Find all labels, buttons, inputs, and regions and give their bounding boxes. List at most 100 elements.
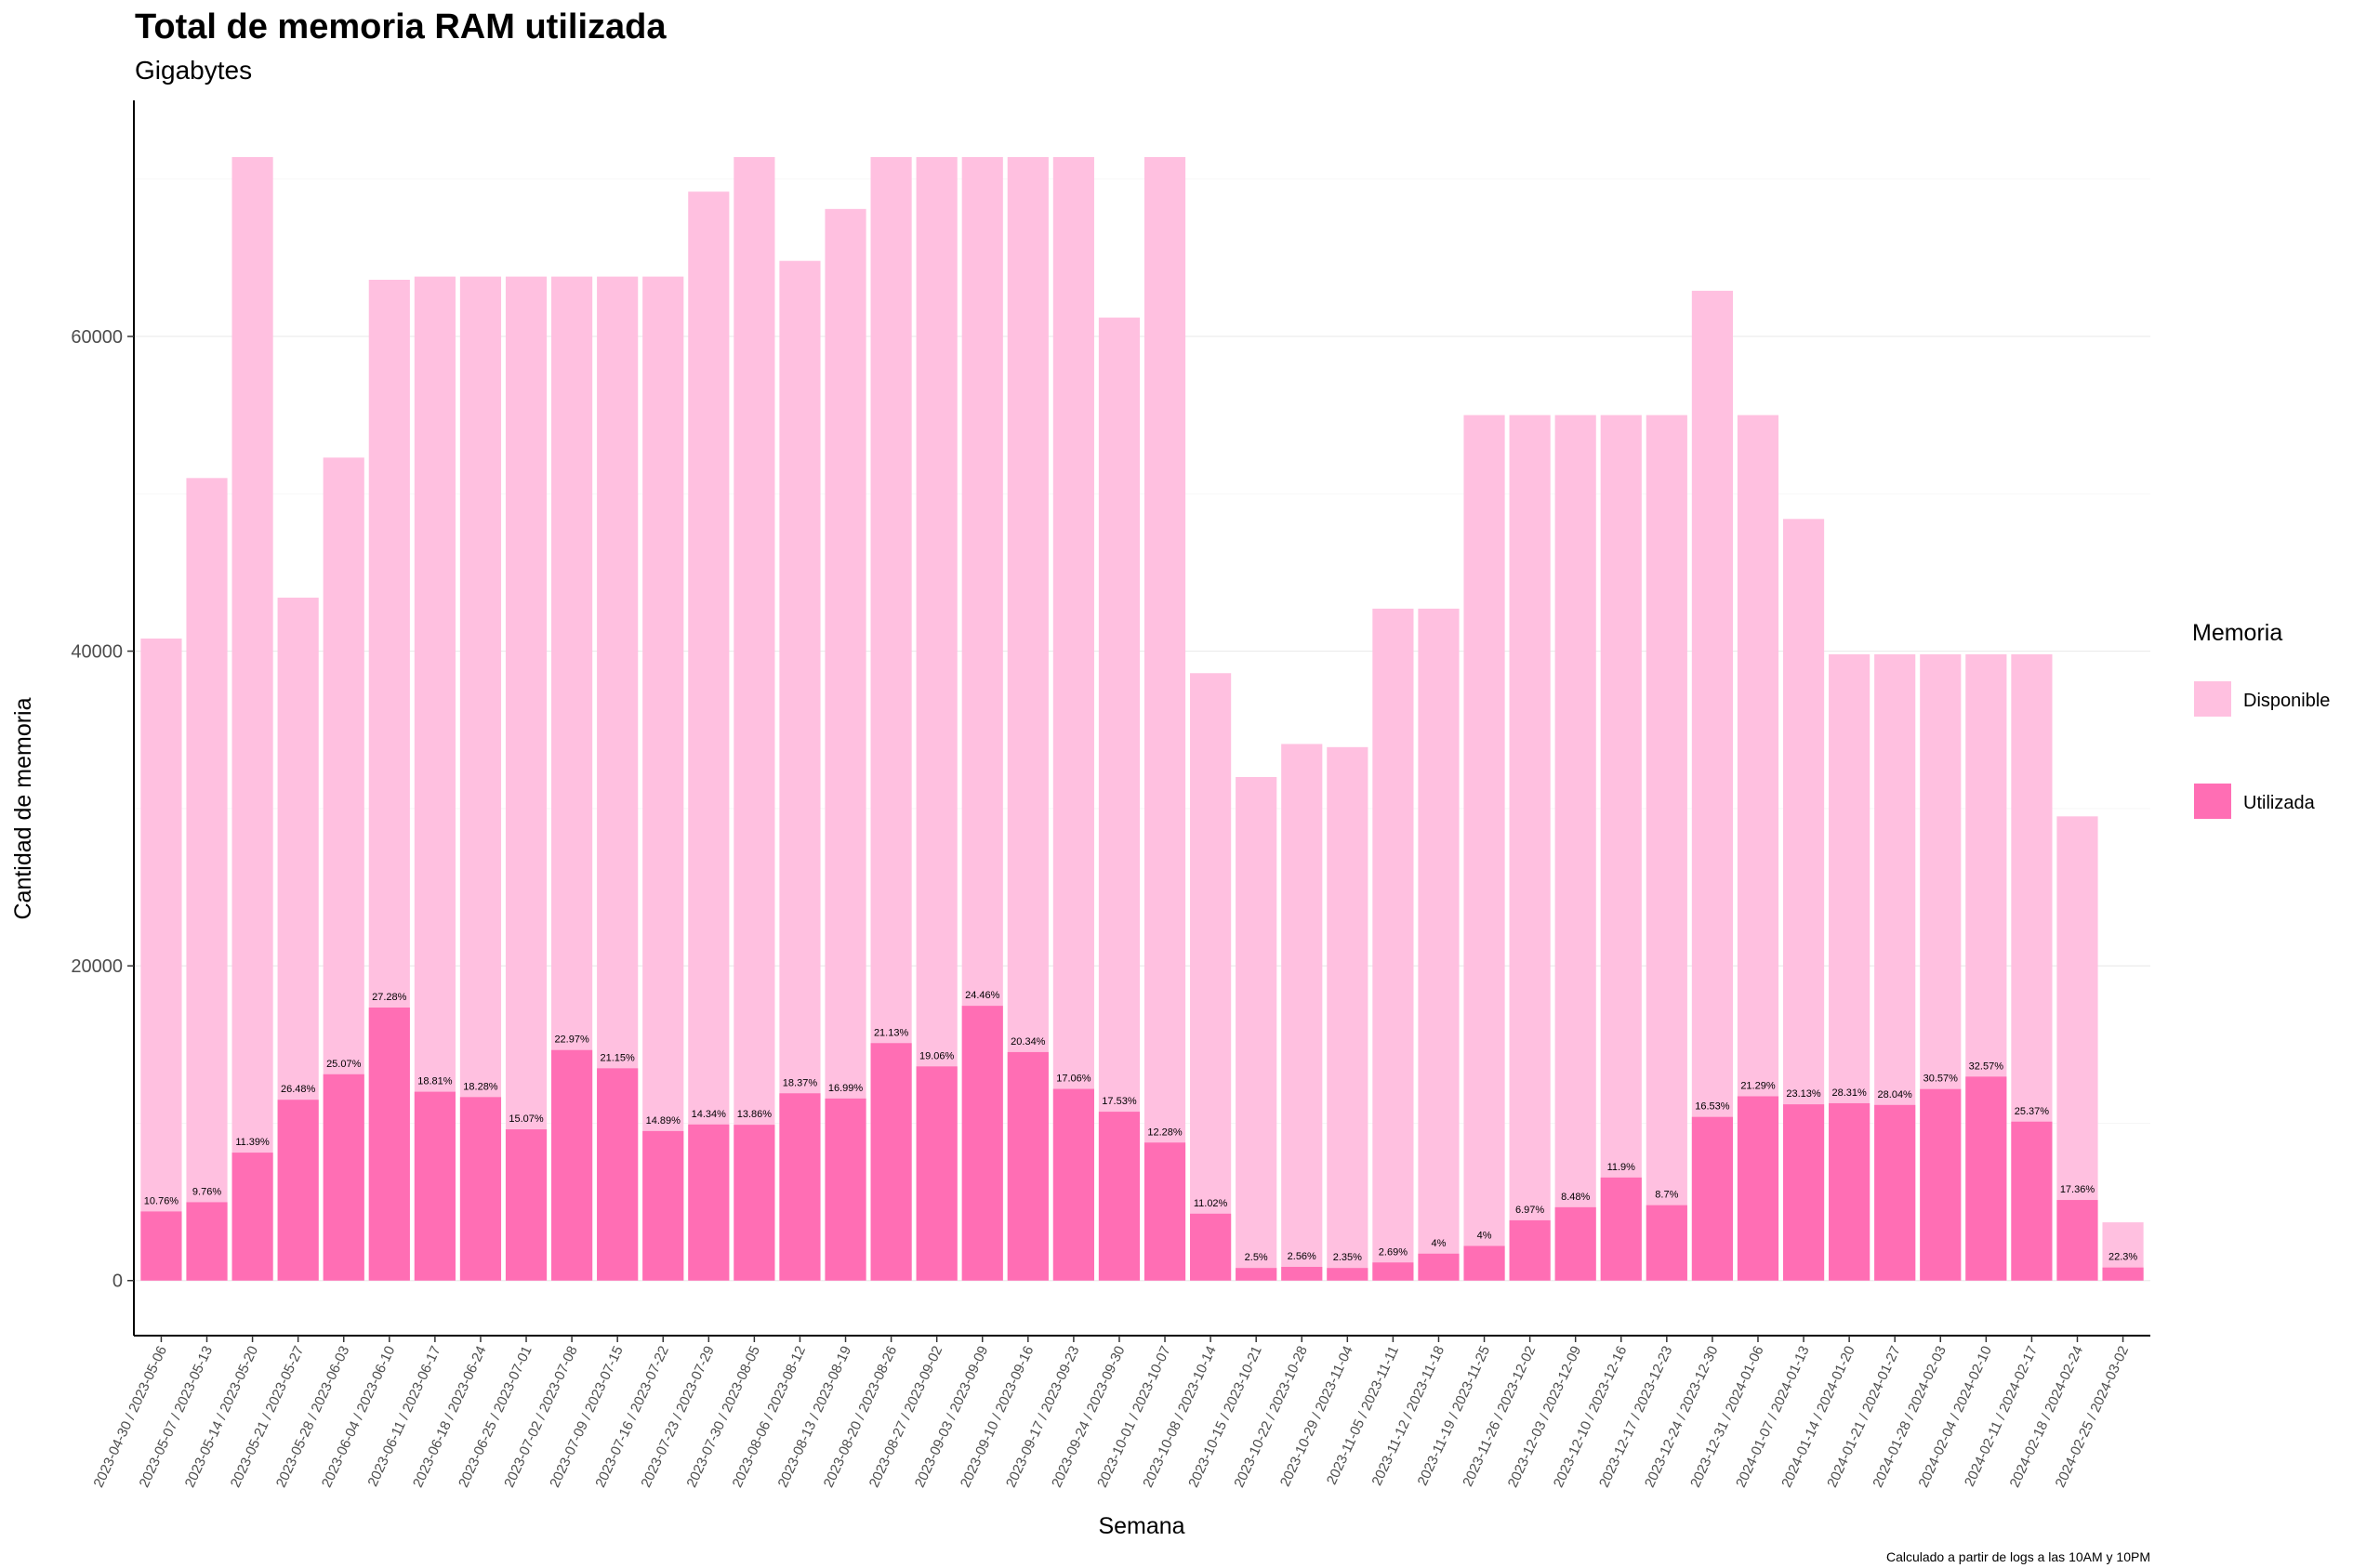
legend-label-utilizada: Utilizada	[2243, 793, 2316, 813]
bar-utilizada	[1418, 1253, 1460, 1281]
bar-utilizada	[1190, 1213, 1232, 1281]
bar-utilizada	[870, 1043, 912, 1281]
bar-utilizada	[1509, 1219, 1551, 1281]
percent-label: 24.46%	[965, 990, 1000, 1001]
bar-utilizada	[1098, 1112, 1141, 1281]
bar-utilizada	[323, 1074, 364, 1281]
bar-utilizada	[1143, 1142, 1186, 1281]
percent-label: 11.9%	[1607, 1162, 1636, 1173]
percent-label: 16.53%	[1695, 1101, 1730, 1113]
legend-title: Memoria	[2192, 620, 2282, 646]
bar-disponible	[1646, 415, 1687, 1281]
bar-disponible	[1691, 290, 1733, 1281]
bar-disponible	[1554, 415, 1596, 1281]
bar-disponible	[505, 276, 548, 1281]
percent-label: 20.34%	[1011, 1036, 1046, 1048]
bar-utilizada	[1327, 1268, 1368, 1281]
bar-disponible	[688, 191, 730, 1281]
bar-utilizada	[414, 1091, 456, 1281]
y-tick-label: 20000	[71, 956, 123, 977]
utilizada-bars	[140, 1006, 2144, 1281]
bar-utilizada	[1737, 1096, 1779, 1281]
percent-label: 27.28%	[372, 992, 407, 1003]
bar-disponible	[1418, 608, 1460, 1281]
bar-utilizada	[779, 1093, 821, 1281]
bar-utilizada	[1920, 1088, 1962, 1281]
percent-label: 25.07%	[326, 1059, 362, 1070]
bar-disponible	[140, 639, 182, 1281]
bar-utilizada	[1052, 1088, 1094, 1281]
percent-label: 10.76%	[144, 1195, 179, 1206]
bar-disponible	[734, 156, 775, 1281]
percent-label: 19.06%	[919, 1050, 955, 1061]
bar-disponible	[231, 156, 273, 1281]
bar-utilizada	[2056, 1200, 2098, 1281]
bar-utilizada	[961, 1006, 1003, 1281]
bar-disponible	[1143, 156, 1186, 1281]
bar-disponible	[1463, 415, 1505, 1281]
bar-utilizada	[1372, 1262, 1414, 1281]
bar-utilizada	[368, 1008, 410, 1281]
percent-label: 18.28%	[463, 1081, 498, 1092]
percent-label: 32.57%	[1969, 1061, 2004, 1072]
percent-label: 2.35%	[1333, 1252, 1362, 1263]
percent-label: 2.69%	[1379, 1246, 1408, 1258]
percent-labels: 10.76% 9.76% 11.39% 26.48% 25.07% 27.28% 18.81…	[144, 990, 2138, 1263]
legend-swatch-utilizada	[2194, 784, 2231, 819]
bar-disponible	[1190, 673, 1232, 1281]
x-axis-title: Semana	[1098, 1513, 1184, 1539]
percent-label: 17.06%	[1056, 1074, 1091, 1085]
bar-utilizada	[1236, 1268, 1277, 1281]
y-tick-label: 60000	[71, 327, 123, 348]
percent-label: 22.3%	[2108, 1252, 2137, 1263]
bar-utilizada	[1782, 1104, 1825, 1281]
percent-label: 25.37%	[2015, 1106, 2050, 1117]
percent-label: 28.31%	[1831, 1087, 1867, 1099]
bar-disponible	[186, 478, 228, 1281]
bar-utilizada	[597, 1068, 639, 1281]
bar-utilizada	[1600, 1177, 1642, 1281]
bar-utilizada	[551, 1049, 593, 1281]
percent-label: 26.48%	[281, 1084, 316, 1095]
bar-disponible	[642, 276, 684, 1281]
percent-label: 11.39%	[235, 1137, 270, 1148]
bar-utilizada	[2011, 1121, 2053, 1281]
percent-label: 12.28%	[1147, 1127, 1183, 1138]
percent-label: 15.07%	[509, 1113, 544, 1125]
bar-utilizada	[825, 1098, 866, 1281]
bar-utilizada	[2102, 1267, 2144, 1281]
percent-label: 8.48%	[1561, 1192, 1590, 1203]
bar-disponible	[1236, 776, 1277, 1281]
percent-label: 4%	[1477, 1230, 1492, 1241]
bar-utilizada	[1646, 1205, 1687, 1281]
bar-utilizada	[1463, 1245, 1505, 1281]
y-axis-ticks: 0 20000 40000 60000	[71, 327, 134, 1292]
percent-label: 14.89%	[646, 1115, 681, 1127]
legend-swatch-disponible	[2194, 681, 2231, 717]
axes	[133, 100, 2150, 1337]
percent-label: 18.37%	[783, 1077, 818, 1088]
percent-label: 13.86%	[737, 1109, 773, 1120]
y-tick-label: 40000	[71, 642, 123, 663]
percent-label: 30.57%	[1923, 1074, 1959, 1085]
y-tick-label: 0	[112, 1272, 123, 1292]
percent-label: 6.97%	[1515, 1205, 1544, 1216]
percent-label: 14.34%	[692, 1109, 727, 1120]
percent-label: 17.36%	[2060, 1184, 2095, 1195]
percent-label: 21.15%	[601, 1052, 636, 1063]
percent-label: 21.13%	[874, 1027, 909, 1038]
bar-disponible	[1281, 744, 1323, 1281]
bar-utilizada	[186, 1202, 228, 1281]
bar-utilizada	[231, 1153, 273, 1281]
bar-utilizada	[688, 1124, 730, 1281]
percent-label: 28.04%	[1878, 1089, 1913, 1100]
bar-disponible	[1327, 746, 1368, 1281]
y-axis-title: Cantidad de memoria	[10, 697, 36, 919]
chart-caption: Calculado a partir de logs a las 10AM y …	[1886, 1549, 2150, 1564]
percent-label: 21.29%	[1740, 1080, 1776, 1091]
bar-disponible	[1600, 415, 1642, 1281]
percent-label: 2.5%	[1245, 1252, 1268, 1263]
percent-label: 18.81%	[417, 1076, 453, 1087]
